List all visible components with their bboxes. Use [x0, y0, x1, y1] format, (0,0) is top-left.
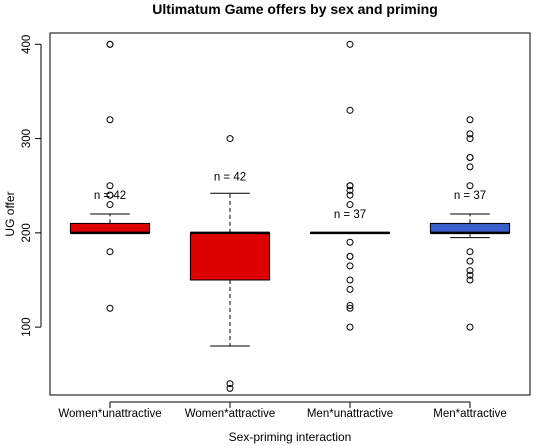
x-tick-label-0: Women*unattractive	[58, 408, 161, 420]
outlier-3-7	[466, 248, 474, 256]
x-axis: Women*unattractive Women*attractive Men*un…	[58, 401, 507, 420]
y-tick-label-400: 400	[21, 35, 33, 54]
outlier-3-8	[466, 257, 474, 265]
outlier-0-2	[106, 116, 114, 124]
outlier-2-13	[346, 301, 354, 309]
outlier-2-5	[346, 191, 354, 199]
outlier-2-9	[346, 252, 354, 260]
outlier-2-11	[346, 276, 354, 284]
n-label-2: n = 37	[334, 209, 366, 221]
outlier-3-10	[466, 271, 474, 279]
outlier-3-2	[466, 135, 474, 143]
y-axis: 100 200 300 400	[21, 35, 42, 337]
outlier-3-4	[466, 153, 474, 161]
chart-title: Ultimatum Game offers by sex and priming	[152, 1, 438, 17]
outlier-1-2	[226, 384, 234, 392]
y-tick-label-100: 100	[21, 318, 33, 337]
outlier-2-1	[346, 106, 354, 114]
n-label-1: n = 42	[214, 171, 246, 183]
outlier-2-12	[346, 285, 354, 293]
box-3	[429, 222, 511, 234]
plot-frame	[49, 32, 531, 396]
outlier-3-6	[466, 182, 474, 190]
outlier-0-6	[106, 201, 114, 209]
box-0	[69, 222, 151, 234]
x-tick-label-2: Men*unattractive	[307, 408, 393, 420]
outlier-2-0	[346, 40, 354, 48]
box-group-1: n = 42	[189, 135, 271, 392]
boxes-layer: n = 42 n = 42 n = 37 n = 37	[69, 40, 511, 392]
outlier-0-5	[106, 191, 114, 199]
outlier-3-12	[466, 323, 474, 331]
outlier-2-6	[346, 201, 354, 209]
outlier-3-9	[466, 267, 474, 275]
n-label-0: n = 42	[94, 190, 126, 202]
box-1	[189, 232, 271, 281]
outlier-0-1	[106, 40, 114, 48]
box-group-2: n = 37	[309, 40, 391, 331]
x-axis-label: Sex-priming interaction	[229, 430, 352, 444]
y-tick-label-200: 200	[21, 223, 33, 242]
y-tick-label-300: 300	[21, 129, 33, 148]
outlier-2-4	[346, 186, 354, 194]
y-axis-label: UG offer	[3, 191, 17, 236]
outlier-2-3	[346, 182, 354, 190]
outlier-2-7	[346, 238, 354, 246]
n-label-3: n = 37	[454, 190, 486, 202]
x-tick-label-3: Men*attractive	[433, 408, 507, 420]
outlier-3-5	[466, 163, 474, 171]
x-tick-label-1: Women*attractive	[185, 408, 276, 420]
outlier-0-3	[106, 182, 114, 190]
box-group-0: n = 42	[69, 40, 151, 312]
outlier-2-15	[346, 323, 354, 331]
box-group-3: n = 37	[429, 116, 511, 331]
outlier-3-11	[466, 276, 474, 284]
outlier-1-0	[226, 135, 234, 143]
outlier-1-1	[226, 380, 234, 388]
outlier-0-7	[106, 248, 114, 256]
outlier-2-10	[346, 262, 354, 270]
outlier-2-14	[346, 304, 354, 312]
outlier-3-1	[466, 130, 474, 138]
outlier-0-8	[106, 304, 114, 312]
outlier-3-0	[466, 116, 474, 124]
